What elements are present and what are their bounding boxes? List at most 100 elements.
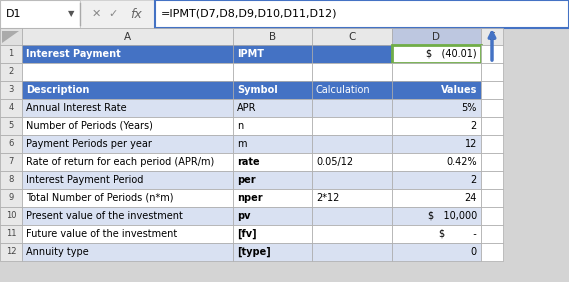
Bar <box>22 81 233 99</box>
Bar <box>481 28 503 45</box>
Text: IPMT: IPMT <box>237 49 264 59</box>
Text: 6: 6 <box>9 140 14 149</box>
Text: Annual Interest Rate: Annual Interest Rate <box>26 103 127 113</box>
Bar <box>392 63 481 81</box>
Text: 10: 10 <box>6 212 17 221</box>
Text: 8: 8 <box>9 175 14 184</box>
Text: Present value of the investment: Present value of the investment <box>26 211 183 221</box>
Bar <box>233 225 312 243</box>
Bar <box>233 189 312 207</box>
Bar <box>22 63 233 81</box>
Bar <box>0 45 22 63</box>
Bar <box>22 225 233 243</box>
Bar <box>392 153 481 171</box>
Bar <box>481 189 503 207</box>
Text: D1: D1 <box>6 9 22 19</box>
Bar <box>481 117 503 135</box>
Text: 11: 11 <box>6 230 17 239</box>
Bar <box>233 243 312 261</box>
Text: fx: fx <box>130 8 142 21</box>
Bar <box>312 63 392 81</box>
Text: Interest Payment: Interest Payment <box>26 49 121 59</box>
Bar <box>22 99 233 117</box>
Bar <box>0 189 22 207</box>
Text: B: B <box>269 32 276 41</box>
Text: 7: 7 <box>9 158 14 166</box>
Text: [type]: [type] <box>237 247 271 257</box>
Bar <box>392 81 481 99</box>
Text: Number of Periods (Years): Number of Periods (Years) <box>26 121 153 131</box>
Bar <box>392 225 481 243</box>
Bar <box>312 135 392 153</box>
Bar <box>312 243 392 261</box>
Text: 3: 3 <box>9 85 14 94</box>
Bar <box>233 135 312 153</box>
Bar <box>312 189 392 207</box>
Text: Interest Payment Period: Interest Payment Period <box>26 175 143 185</box>
Text: 2: 2 <box>9 67 14 76</box>
Text: 1: 1 <box>9 50 14 58</box>
Text: 0: 0 <box>471 247 477 257</box>
Bar <box>481 153 503 171</box>
Text: pv: pv <box>237 211 250 221</box>
Bar <box>22 153 233 171</box>
Text: APR: APR <box>237 103 257 113</box>
Text: 0.05/12: 0.05/12 <box>316 157 353 167</box>
Bar <box>0 207 22 225</box>
Text: Symbol: Symbol <box>237 85 278 95</box>
Text: 2: 2 <box>471 121 477 131</box>
Text: Calculation: Calculation <box>316 85 370 95</box>
Text: Payment Periods per year: Payment Periods per year <box>26 139 152 149</box>
Text: 2*12: 2*12 <box>316 193 339 203</box>
Text: $   (40.01): $ (40.01) <box>426 49 477 59</box>
Bar <box>481 45 503 63</box>
Bar <box>312 153 392 171</box>
Text: 0.42%: 0.42% <box>446 157 477 167</box>
Text: A: A <box>124 32 131 41</box>
Bar <box>22 45 233 63</box>
Text: 9: 9 <box>9 193 14 202</box>
Bar <box>392 117 481 135</box>
Text: Values: Values <box>440 85 477 95</box>
Text: C: C <box>348 32 356 41</box>
Bar <box>233 63 312 81</box>
Bar <box>0 153 22 171</box>
Bar <box>392 189 481 207</box>
Bar <box>22 117 233 135</box>
Text: 4: 4 <box>9 103 14 113</box>
Text: 12: 12 <box>465 139 477 149</box>
Bar <box>481 225 503 243</box>
Text: Total Number of Periods (n*m): Total Number of Periods (n*m) <box>26 193 174 203</box>
Bar <box>481 243 503 261</box>
Text: =IPMT(D7,D8,D9,D10,D11,D12): =IPMT(D7,D8,D9,D10,D11,D12) <box>161 9 337 19</box>
Bar <box>312 207 392 225</box>
Text: 2: 2 <box>471 175 477 185</box>
Bar <box>392 45 481 63</box>
Polygon shape <box>2 31 19 43</box>
Bar <box>0 81 22 99</box>
Bar <box>0 225 22 243</box>
Text: $         -: $ - <box>439 229 477 239</box>
Bar <box>0 135 22 153</box>
Bar <box>22 207 233 225</box>
Bar <box>0 99 22 117</box>
Bar <box>481 135 503 153</box>
Bar <box>80 0 155 28</box>
Text: rate: rate <box>237 157 259 167</box>
Bar <box>481 81 503 99</box>
Text: 24: 24 <box>465 193 477 203</box>
Text: 5%: 5% <box>461 103 477 113</box>
Bar <box>312 99 392 117</box>
Text: n: n <box>237 121 244 131</box>
Bar <box>233 81 312 99</box>
Text: E: E <box>489 32 495 41</box>
Text: Description: Description <box>26 85 89 95</box>
Text: Rate of return for each period (APR/m): Rate of return for each period (APR/m) <box>26 157 215 167</box>
Text: 5: 5 <box>9 122 14 131</box>
Bar <box>0 0 80 28</box>
Text: Annuity type: Annuity type <box>26 247 89 257</box>
Bar <box>392 99 481 117</box>
Bar <box>22 189 233 207</box>
Bar <box>233 171 312 189</box>
Text: [fv]: [fv] <box>237 229 257 239</box>
